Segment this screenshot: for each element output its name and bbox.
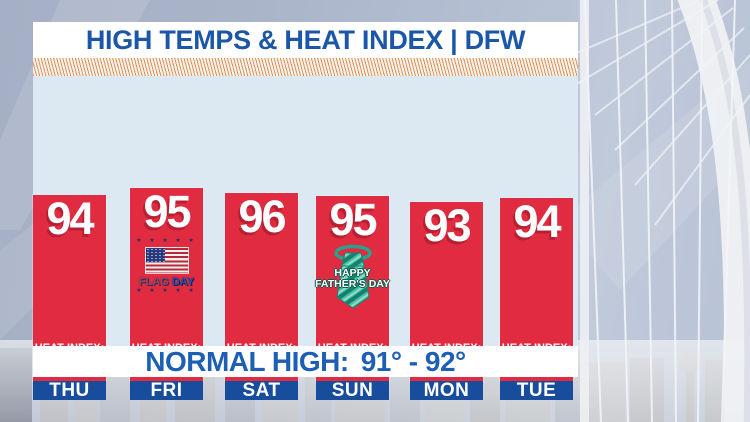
us-flag-icon	[144, 247, 189, 274]
high-temp-mon: 93	[423, 200, 471, 251]
day-name-sun: SUN	[331, 380, 374, 401]
day-bar-mon: MON	[410, 381, 483, 400]
high-temp-fri: 95	[143, 186, 191, 237]
stars-row-bottom: ★ ★ ★ ★ ★	[136, 288, 197, 294]
high-temp-tue: 94	[513, 196, 561, 247]
normal-high-value: 91° - 92°	[360, 346, 467, 377]
day-name-thu: THU	[49, 380, 90, 401]
high-temp-thu: 94	[46, 193, 94, 244]
fathers-day-line1: HAPPY	[334, 267, 371, 279]
day-bar-fri: FRI	[130, 381, 203, 400]
day-bar-sat: SAT	[225, 381, 298, 400]
high-temp-sat: 96	[238, 191, 286, 242]
stars-row-top: ★ ★ ★ ★ ★	[136, 238, 197, 244]
hatched-divider	[33, 58, 578, 76]
fathers-day-label: HAPPY FATHER'S DAY	[310, 268, 395, 290]
fathers-day-badge: HAPPY FATHER'S DAY	[315, 244, 390, 312]
day-bar-tue: TUE	[500, 381, 573, 400]
normal-high-label: NORMAL HIGH:	[145, 346, 349, 377]
day-bar-thu: THU	[33, 381, 106, 400]
flag-canton	[145, 248, 165, 262]
flag-day-badge: ★ ★ ★ ★ ★ FLAG DAY ★ ★ ★ ★ ★	[136, 238, 197, 295]
necktie-icon	[333, 244, 372, 309]
forecast-panel: HIGH TEMPS & HEAT INDEX | DFW 94 HEAT IN…	[33, 22, 578, 400]
fathers-day-line2: FATHER'S DAY	[315, 278, 390, 290]
flag-day-label: FLAG DAY	[138, 276, 195, 288]
forecast-area: 94 HEAT INDEX: 101 THU 95 ★ ★ ★ ★ ★	[33, 76, 578, 400]
day-bar-sun: SUN	[316, 381, 389, 400]
page-title: HIGH TEMPS & HEAT INDEX | DFW	[85, 24, 526, 55]
day-name-fri: FRI	[150, 380, 183, 401]
day-name-mon: MON	[423, 380, 470, 401]
high-temp-sun: 95	[329, 194, 377, 245]
title-bar: HIGH TEMPS & HEAT INDEX | DFW	[33, 22, 578, 58]
normal-high-bar: NORMAL HIGH: 91° - 92°	[33, 346, 578, 377]
day-name-tue: TUE	[516, 380, 557, 401]
day-name-sat: SAT	[242, 380, 281, 401]
